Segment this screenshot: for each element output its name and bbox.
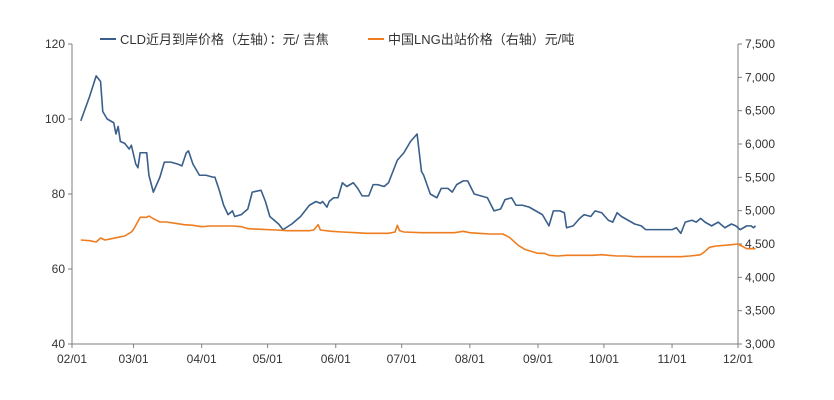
series-line-2 [80,215,756,258]
legend: CLD近月到岸价格（左轴）：元/ 吉焦 中国LNG出站价格（右轴）元/吨 [100,32,574,47]
y-left-tick-label: 60 [52,262,66,276]
y-right-tick-label: 6,500 [745,104,775,118]
y-right-tick-label: 5,500 [745,170,775,184]
legend-label-2: 中国LNG出站价格（右轴）元/吨 [388,32,574,47]
y-left-tick-label: 40 [52,337,66,351]
series-line-1 [80,75,757,235]
legend-label-1: CLD近月到岸价格（左轴）：元/ 吉焦 [120,32,329,47]
x-tick-label: 11/01 [657,352,686,366]
y-right-tick-label: 4,500 [745,237,775,251]
y-left-tick-label: 100 [45,112,65,126]
y-right-tick-label: 4,000 [745,270,775,284]
x-tick-label: 06/01 [321,352,351,366]
y-right-tick-label: 3,000 [745,337,775,351]
x-tick-label: 07/01 [387,352,417,366]
x-tick-label: 09/01 [523,352,553,366]
x-tick-label: 08/01 [455,352,485,366]
axes-layer [71,44,739,345]
y-left-tick-label: 120 [45,37,65,51]
ticks-layer: 40 60 80 100 120 3,000 3,500 4,000 4,500 5,000 5,5… [45,37,775,366]
series-layer [80,75,757,258]
y-left-tick-label: 80 [52,187,66,201]
x-tick-label: 05/01 [253,352,283,366]
x-tick-label: 12/01 [723,352,753,366]
x-tick-label: 10/01 [589,352,619,366]
y-right-tick-label: 7,000 [745,70,775,84]
x-tick-label: 02/01 [57,352,87,366]
x-tick-label: 04/01 [187,352,217,366]
x-tick-label: 03/01 [119,352,149,366]
y-right-tick-label: 3,500 [745,304,775,318]
y-right-tick-label: 6,000 [745,137,775,151]
y-right-tick-label: 7,500 [745,37,775,51]
y-right-tick-label: 5,000 [745,204,775,218]
